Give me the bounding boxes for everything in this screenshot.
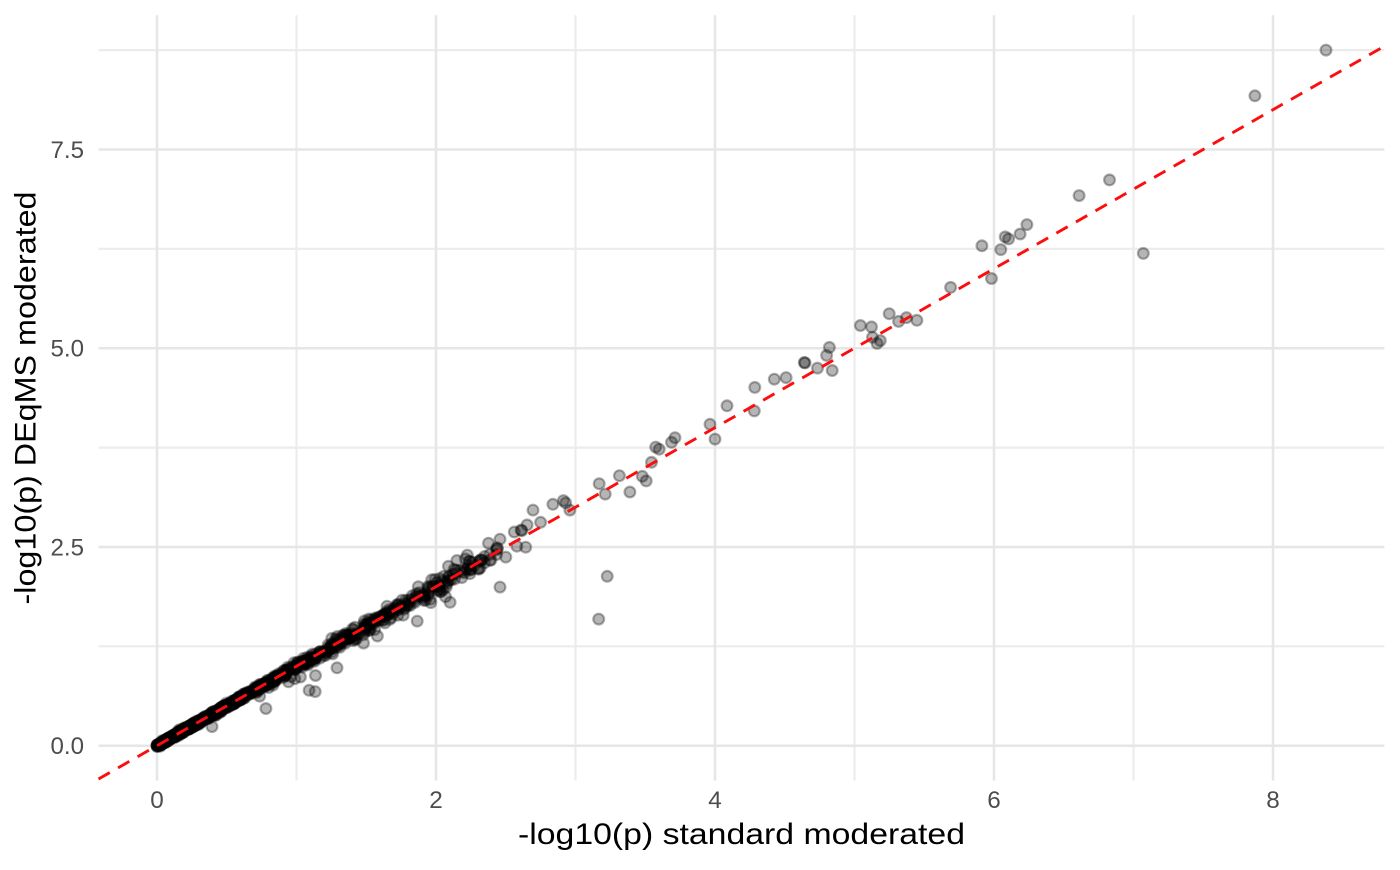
svg-text:-log10(p) standard moderated: -log10(p) standard moderated (518, 818, 965, 851)
svg-text:2: 2 (429, 787, 443, 814)
svg-text:5.0: 5.0 (51, 336, 85, 363)
svg-text:0.0: 0.0 (51, 733, 85, 760)
svg-text:7.5: 7.5 (51, 137, 85, 164)
svg-text:2.5: 2.5 (51, 534, 85, 561)
svg-text:8: 8 (1266, 787, 1280, 814)
svg-text:4: 4 (708, 787, 722, 814)
svg-text:6: 6 (987, 787, 1001, 814)
svg-text:0: 0 (150, 787, 164, 814)
svg-text:-log10(p) DEqMS moderated: -log10(p) DEqMS moderated (10, 192, 43, 605)
